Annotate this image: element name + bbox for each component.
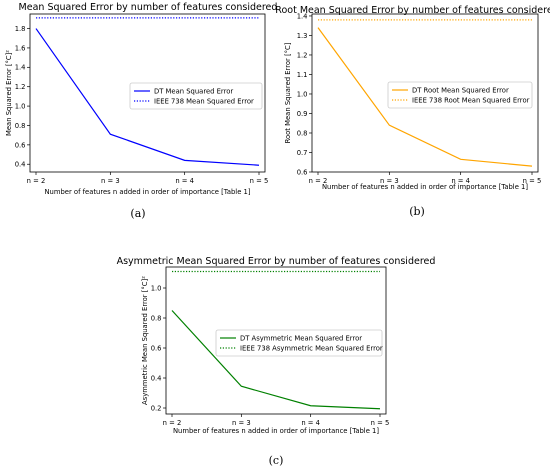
y-tick-label: 1.0 <box>151 284 162 292</box>
y-tick-label: 0.2 <box>151 404 162 412</box>
x-tick-label: n = 4 <box>451 177 470 185</box>
legend-label: DT Asymmetric Mean Squared Error <box>240 334 362 342</box>
legend-box <box>215 329 383 357</box>
y-axis-label: Root Mean Squared Error [°C] <box>284 42 292 143</box>
legend-label: DT Root Mean Squared Error <box>412 86 509 94</box>
legend: DT Root Mean Squared Error IEEE 738 Root … <box>387 81 533 109</box>
y-tick-label: 1.4 <box>297 12 308 20</box>
y-tick-label: 1.2 <box>15 83 26 91</box>
x-tick-label: n = 4 <box>301 419 320 427</box>
x-axis-label: Number of features n added in order of i… <box>44 188 250 196</box>
y-tick-label: 1.2 <box>297 51 308 59</box>
y-tick-label: 0.7 <box>297 149 308 157</box>
y-tick-label: 1.6 <box>15 44 26 52</box>
legend-box <box>387 81 533 109</box>
x-tick-label: n = 3 <box>101 177 120 185</box>
y-tick-label: 0.6 <box>297 168 308 176</box>
legend-label: IEEE 738 Root Mean Squared Error <box>412 96 530 104</box>
y-tick-label: 1.1 <box>297 71 308 79</box>
plot-frame <box>29 13 266 173</box>
y-tick-label: 1.0 <box>297 90 308 98</box>
legend-label: IEEE 738 Asymmetric Mean Squared Error <box>240 344 383 352</box>
x-tick-label: n = 5 <box>523 177 542 185</box>
y-tick-label: 0.8 <box>15 122 26 130</box>
y-tick-label: 0.6 <box>15 141 26 149</box>
y-axis-label: Asymmetric Mean Squared Error [°C]² <box>141 276 149 405</box>
x-tick-label: n = 3 <box>232 419 251 427</box>
series-line-dt <box>317 27 533 167</box>
x-tick-label: n = 3 <box>380 177 399 185</box>
chart-panel-2: Root Mean Squared Error by number of fea… <box>275 5 550 218</box>
x-tick-label: n = 2 <box>309 177 328 185</box>
panel-caption: (c) <box>269 454 284 467</box>
series-line-dt <box>171 310 381 410</box>
legend-box <box>129 82 263 110</box>
y-tick-label: 1.3 <box>297 32 308 40</box>
chart-panel-1: Mean Squared Error by number of features… <box>5 2 277 220</box>
y-tick-label: 0.8 <box>151 314 162 322</box>
y-tick-label: 1.4 <box>15 64 26 72</box>
chart-title: Mean Squared Error by number of features… <box>19 2 278 13</box>
y-tick-label: 1.0 <box>15 102 26 110</box>
legend: DT Asymmetric Mean Squared Error IEEE 738… <box>215 329 383 357</box>
x-tick-label: n = 2 <box>27 177 46 185</box>
legend: DT Mean Squared Error IEEE 738 Mean Squar… <box>129 82 263 110</box>
y-tick-label: 0.9 <box>297 110 308 118</box>
y-tick-label: 1.8 <box>15 25 26 33</box>
plot-frame <box>311 13 539 173</box>
y-tick-label: 0.8 <box>297 129 308 137</box>
panel-caption: (a) <box>130 207 145 220</box>
plot-frame <box>165 266 387 415</box>
y-axis-label: Mean Squared Error [°C]² <box>5 50 13 136</box>
chart-title: Asymmetric Mean Squared Error by number … <box>117 256 436 267</box>
x-tick-label: n = 4 <box>175 177 194 185</box>
legend-label: DT Mean Squared Error <box>154 87 233 95</box>
panel-caption: (b) <box>409 205 425 218</box>
chart-title: Root Mean Squared Error by number of fea… <box>275 5 550 16</box>
x-axis-label: Number of features n added in order of i… <box>322 183 528 191</box>
x-tick-label: n = 5 <box>250 177 269 185</box>
x-tick-label: n = 5 <box>371 419 390 427</box>
legend-label: IEEE 738 Mean Squared Error <box>154 97 254 105</box>
y-tick-label: 0.6 <box>151 344 162 352</box>
series-line-dt <box>35 28 260 166</box>
x-axis-label: Number of features n added in order of i… <box>173 427 379 435</box>
y-tick-label: 0.4 <box>151 374 162 382</box>
x-tick-label: n = 2 <box>163 419 182 427</box>
chart-panel-3: Asymmetric Mean Squared Error by number … <box>117 256 436 467</box>
y-tick-label: 0.4 <box>15 161 26 169</box>
